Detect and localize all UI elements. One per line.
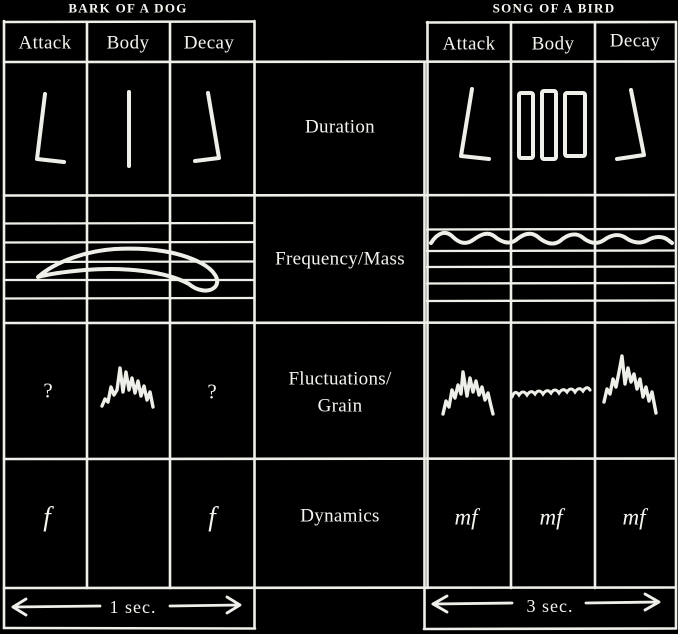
dog-fluctuations-decay-unknown: ?	[207, 379, 217, 404]
dog-time-scale-label: 1 sec.	[109, 597, 157, 617]
row-label-fluctuations: Fluctuations/	[288, 368, 392, 390]
dog-header-attack: Attack	[18, 32, 72, 54]
bird-frequency-wave-glyph	[429, 230, 674, 246]
dog-fluctuations-body-glyph	[100, 366, 155, 409]
dog-dynamics-attack: f	[43, 501, 51, 532]
bird-header-attack: Attack	[442, 33, 496, 55]
bird-dynamics-attack: mf	[454, 504, 478, 530]
dog-frequency-staff-lines	[2, 221, 256, 300]
bird-fluctuations-decay-glyph	[602, 354, 658, 415]
bird-dynamics-body: mf	[539, 504, 563, 530]
bird-fluctuations-body-glyph	[510, 386, 592, 399]
left-panel-title: BARK OF A DOG	[68, 0, 188, 16]
dog-header-decay: Decay	[183, 32, 235, 54]
dog-header-body: Body	[106, 32, 150, 54]
bird-frequency-staff-lines	[425, 227, 678, 303]
row-label-dynamics: Dynamics	[300, 505, 380, 527]
bird-header-decay: Decay	[609, 30, 661, 52]
dog-frequency-band-glyph	[36, 246, 220, 293]
row-label-grain: Grain	[317, 395, 363, 417]
dog-duration-decay-glyph	[193, 91, 221, 163]
row-label-duration: Duration	[305, 116, 375, 138]
dog-duration-attack-glyph	[35, 92, 66, 164]
three-second-arrow	[431, 592, 661, 614]
row-label-frequency-mass: Frequency/Mass	[275, 248, 405, 270]
one-second-arrow	[11, 595, 242, 617]
bird-header-body: Body	[531, 33, 575, 55]
bird-time-scale-label: 3 sec.	[526, 596, 574, 616]
bird-duration-decay-glyph	[615, 88, 646, 161]
right-panel-title: SONG OF A BIRD	[492, 0, 616, 16]
bird-dynamics-decay: mf	[622, 504, 646, 530]
bird-duration-attack-glyph	[459, 87, 491, 161]
dog-dynamics-decay: f	[208, 501, 216, 532]
table-grid	[2, 19, 678, 631]
dog-fluctuations-attack-unknown: ?	[43, 378, 53, 403]
bird-duration-body-glyph	[517, 89, 587, 161]
bird-fluctuations-attack-glyph	[441, 370, 495, 416]
